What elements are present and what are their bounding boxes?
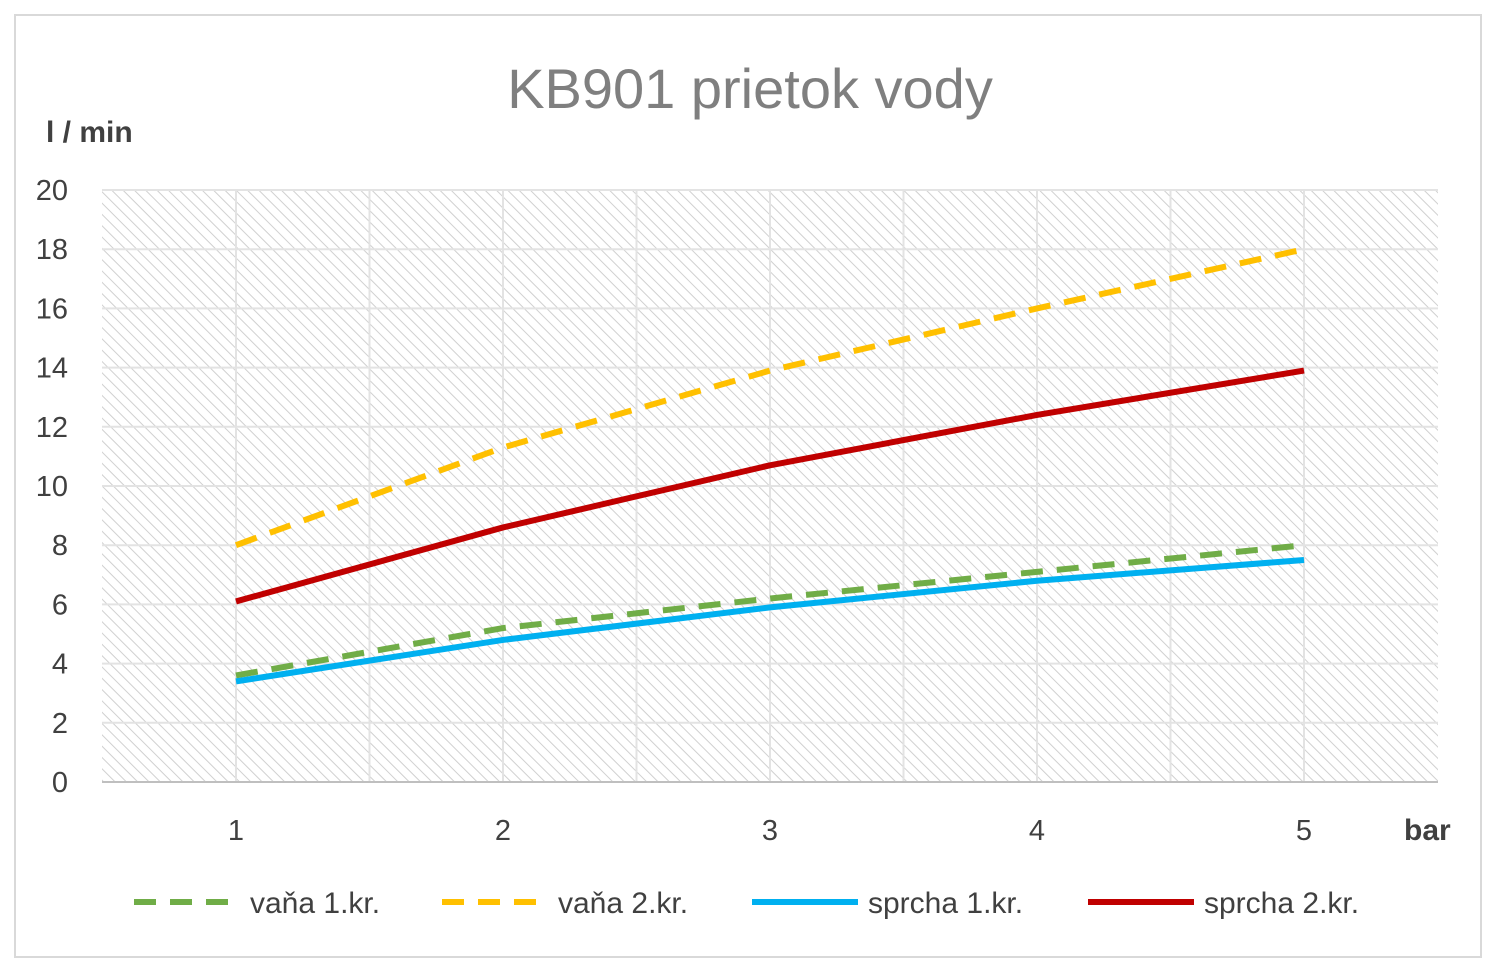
y-tick-label: 18 (36, 234, 68, 266)
legend: vaňa 1.kr. vaňa 2.kr. sprcha 1.kr. sprcha 2… (134, 887, 1359, 920)
x-axis-label: bar (1404, 814, 1451, 847)
y-tick-label: 16 (36, 293, 68, 325)
x-tick-label: 3 (762, 815, 778, 847)
x-tick-label: 4 (1029, 815, 1045, 847)
chart-title: KB901 prietok vody (507, 57, 993, 120)
series-line (235, 557, 1305, 685)
series-lines (234, 246, 1305, 685)
legend-label: sprcha 2.kr. (1204, 887, 1359, 920)
series-line (235, 542, 1305, 679)
y-axis-label: l / min (46, 116, 133, 149)
x-axis-ticks: 1 2 3 4 5 (228, 815, 1312, 847)
series-line (235, 367, 1305, 605)
y-axis-ticks: 0 2 4 6 8 10 12 14 16 18 20 (36, 175, 68, 799)
y-tick-label: 6 (52, 589, 68, 621)
series-line (234, 246, 1305, 549)
x-tick-label: 1 (228, 815, 244, 847)
y-tick-label: 8 (52, 530, 68, 562)
y-tick-label: 2 (52, 708, 68, 740)
x-tick-label: 2 (495, 815, 511, 847)
y-tick-label: 14 (36, 353, 68, 385)
legend-label: vaňa 1.kr. (250, 887, 380, 920)
gridlines (102, 189, 1438, 782)
y-tick-label: 20 (36, 175, 68, 207)
y-tick-label: 0 (52, 767, 68, 799)
y-tick-label: 10 (36, 471, 68, 503)
y-tick-label: 12 (36, 412, 68, 444)
x-tick-label: 5 (1296, 815, 1312, 847)
y-tick-label: 4 (52, 649, 68, 681)
legend-label: sprcha 1.kr. (868, 887, 1023, 920)
legend-label: vaňa 2.kr. (558, 887, 688, 920)
